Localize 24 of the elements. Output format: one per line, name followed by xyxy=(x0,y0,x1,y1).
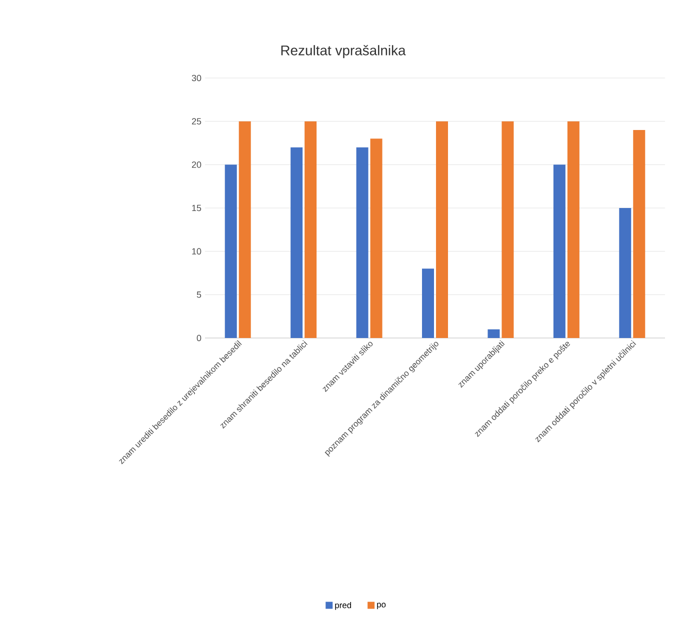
bar xyxy=(422,268,434,338)
y-tick-label: 25 xyxy=(192,118,202,125)
bar xyxy=(304,121,317,338)
y-tick-label: 10 xyxy=(192,248,202,255)
legend-label: po xyxy=(377,602,386,610)
y-tick-label: 15 xyxy=(192,204,202,212)
y-tick-label: 0 xyxy=(196,334,202,342)
chart-title: Rezultat vprašalnika xyxy=(281,45,406,58)
bar xyxy=(619,208,632,338)
legend-label: pred xyxy=(335,602,352,610)
bar xyxy=(356,147,368,338)
y-tick-label: 20 xyxy=(192,161,202,168)
bar xyxy=(553,164,566,338)
y-tick-label: 5 xyxy=(196,292,202,298)
bar xyxy=(290,147,303,338)
bar xyxy=(633,130,646,338)
y-tick-label: 30 xyxy=(192,74,202,82)
bar xyxy=(238,121,251,338)
bar xyxy=(370,138,382,338)
bar xyxy=(436,121,448,338)
bar xyxy=(567,121,580,338)
bar xyxy=(224,164,237,338)
bar xyxy=(488,329,500,338)
bar xyxy=(502,121,514,338)
